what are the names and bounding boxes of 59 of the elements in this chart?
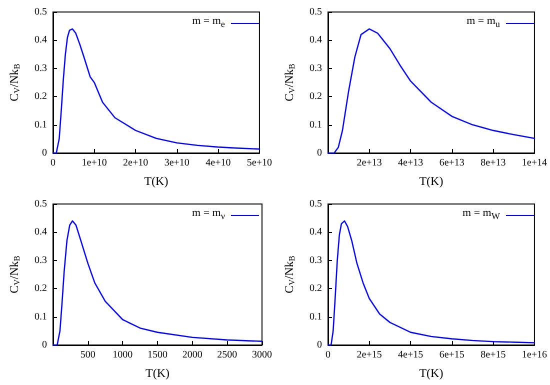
x-tick-label: 2e+10 bbox=[123, 158, 148, 168]
y-axis-title: CV/NkB bbox=[7, 255, 22, 294]
x-tick-label: 1500 bbox=[148, 350, 168, 360]
x-tick-label: 2500 bbox=[217, 350, 238, 360]
x-tick-label: 1000 bbox=[112, 350, 133, 360]
y-tick-label: 0.5 bbox=[34, 6, 47, 18]
y-tick-label: 0.3 bbox=[310, 254, 322, 266]
legend-label: m = m$_{e}$ bbox=[192, 15, 225, 32]
legend-label: m = m$_{W}$ bbox=[462, 207, 500, 224]
y-axis-title: CV/NkB bbox=[282, 63, 296, 102]
y-tick-label: 0 bbox=[317, 148, 322, 158]
x-axis-title: T(K) bbox=[419, 174, 444, 188]
x-tick-label: 1e+10 bbox=[82, 158, 107, 168]
x-axis-title: T(K) bbox=[144, 174, 168, 188]
y-tick-label: 0.4 bbox=[310, 34, 322, 46]
y-tick-label: 0.2 bbox=[310, 283, 322, 294]
y-tick-label: 0.3 bbox=[310, 62, 322, 74]
y-tick-label: 0 bbox=[42, 340, 47, 350]
x-tick-label: 2000 bbox=[182, 350, 202, 360]
x-axis-title: T(K) bbox=[146, 366, 170, 380]
x-tick-label: 500 bbox=[80, 350, 96, 360]
x-tick-label: 2e+15 bbox=[356, 350, 382, 360]
legend-label: m = m$_{u}$ bbox=[466, 15, 500, 32]
y-tick-label: 0.4 bbox=[34, 226, 47, 238]
y-tick-label: 0.1 bbox=[310, 119, 322, 130]
y-tick-label: 0.5 bbox=[310, 6, 322, 18]
x-tick-label: 8e+13 bbox=[480, 158, 506, 168]
y-tick-label: 0.3 bbox=[34, 254, 47, 266]
y-tick-label: 0 bbox=[317, 340, 322, 350]
y-tick-label: 0.1 bbox=[34, 311, 47, 322]
x-tick-label: 5e+10 bbox=[246, 158, 272, 168]
x-tick-label: 1e+16 bbox=[522, 350, 547, 360]
x-tick-label: 3000 bbox=[252, 350, 272, 360]
x-axis-title: T(K) bbox=[419, 366, 444, 380]
y-tick-label: 0 bbox=[42, 148, 47, 158]
y-tick-label: 0.5 bbox=[310, 198, 322, 210]
y-axis-title: CV/NkB bbox=[7, 63, 22, 102]
x-tick-label: 6e+15 bbox=[439, 350, 464, 360]
x-tick-label: 4e+10 bbox=[206, 158, 231, 168]
x-tick-label: 2e+13 bbox=[356, 158, 382, 168]
x-tick-label: 0 bbox=[50, 158, 56, 168]
y-tick-label: 0.2 bbox=[310, 91, 322, 102]
x-tick-label: 0 bbox=[326, 350, 330, 360]
y-tick-label: 0.1 bbox=[34, 119, 47, 130]
y-tick-label: 0.4 bbox=[310, 226, 322, 238]
x-tick-label: 4e+13 bbox=[398, 158, 424, 168]
x-tick-label: 4e+15 bbox=[398, 350, 424, 360]
x-tick-label: 1e+14 bbox=[522, 158, 547, 168]
x-tick-label: 6e+13 bbox=[439, 158, 464, 168]
y-tick-label: 0.2 bbox=[34, 91, 47, 102]
y-tick-label: 0.5 bbox=[34, 198, 47, 210]
legend-label: m = m$_{ν}$ bbox=[192, 207, 225, 224]
y-tick-label: 0.1 bbox=[310, 311, 322, 322]
y-axis-title: CV/NkB bbox=[282, 255, 296, 294]
y-tick-label: 0.3 bbox=[34, 62, 47, 74]
x-tick-label: 8e+15 bbox=[480, 350, 506, 360]
x-tick-label: 3e+10 bbox=[164, 158, 190, 168]
y-tick-label: 0.2 bbox=[34, 283, 47, 294]
y-tick-label: 0.4 bbox=[34, 34, 47, 46]
